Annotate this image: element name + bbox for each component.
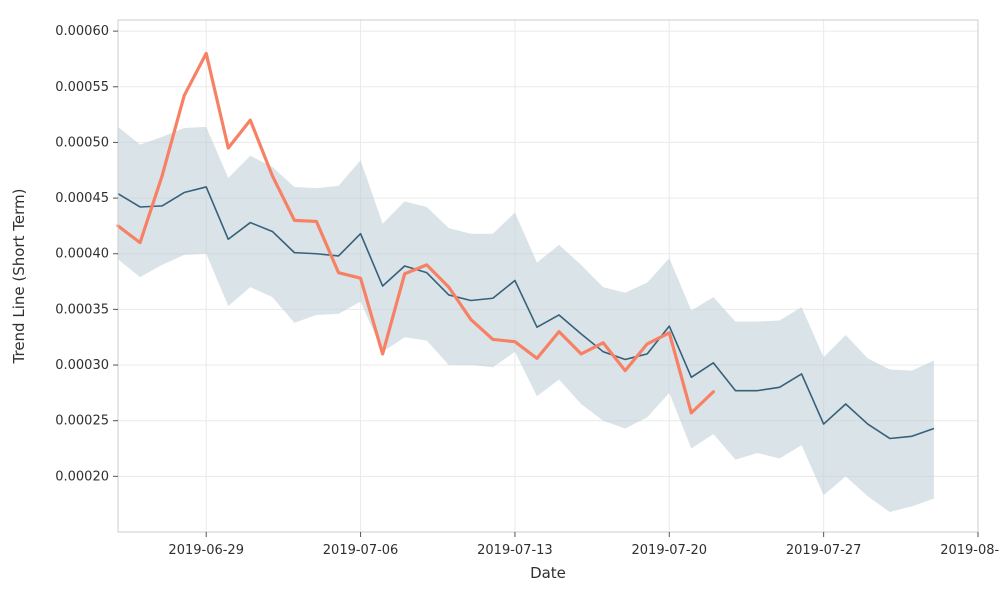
- y-tick-label: 0.00020: [55, 469, 109, 484]
- trend-line-chart: 0.00020 0.00025 0.00030 0.00035 0.00040 0.000…: [0, 0, 1000, 600]
- y-tick-label: 0.00060: [55, 24, 109, 39]
- x-axis-label: Date: [530, 564, 566, 582]
- x-tick-label: 2019-07-06: [323, 543, 399, 558]
- chart-svg: 0.00020 0.00025 0.00030 0.00035 0.00040 0.000…: [0, 0, 1000, 600]
- x-tick-label: 2019-08-03: [940, 543, 1000, 558]
- y-tick-label: 0.00035: [55, 302, 109, 317]
- x-tick-label: 2019-06-29: [168, 543, 244, 558]
- y-tick-label: 0.00025: [55, 414, 109, 429]
- x-tick-label: 2019-07-13: [477, 543, 553, 558]
- y-tick-label: 0.00045: [55, 191, 109, 206]
- plot-area: [118, 20, 978, 532]
- y-tick-label: 0.00040: [55, 247, 109, 262]
- y-tick-label: 0.00055: [55, 80, 109, 95]
- x-tick-label: 2019-07-20: [632, 543, 708, 558]
- y-tick-label: 0.00050: [55, 135, 109, 150]
- y-axis-label: Trend Line (Short Term): [10, 189, 28, 365]
- y-tick-label: 0.00030: [55, 358, 109, 373]
- x-tick-label: 2019-07-27: [786, 543, 862, 558]
